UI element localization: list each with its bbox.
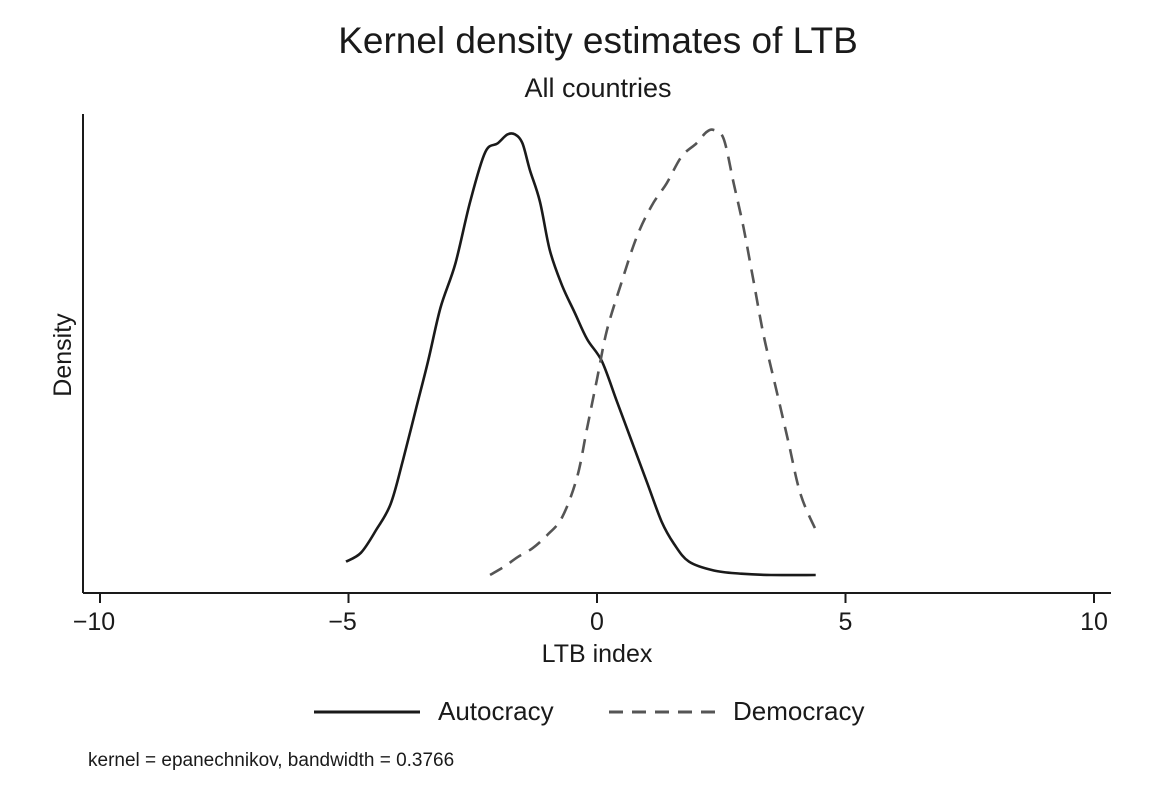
- density-line-autocracy: [345, 132, 816, 577]
- x-axis-title: LTB index: [542, 640, 653, 668]
- solid-line-icon: [314, 710, 420, 713]
- x-tick-label: 5: [839, 608, 853, 636]
- kernel-note: kernel = epanechnikov, bandwidth = 0.376…: [88, 750, 455, 771]
- density-line-democracy: [489, 128, 820, 577]
- x-axis-ticks: [99, 593, 1095, 603]
- x-tick-label: 10: [1080, 608, 1108, 636]
- x-axis-tick-labels: −10 −5 0 5 10: [73, 608, 1108, 636]
- dashed-line-icon: [609, 710, 715, 713]
- series-group: [345, 128, 820, 577]
- x-tick-label: −10: [73, 608, 115, 636]
- y-axis-title: Density: [49, 313, 77, 397]
- legend-item-autocracy: Autocracy: [314, 696, 554, 727]
- legend: Autocracy Democracy: [0, 696, 1169, 732]
- x-tick-label: 0: [590, 608, 604, 636]
- legend-label-democracy: Democracy: [733, 696, 865, 726]
- legend-item-democracy: Democracy: [609, 696, 864, 727]
- chart-subtitle: All countries: [524, 73, 672, 103]
- x-tick-label: −5: [328, 608, 357, 636]
- chart-title: Kernel density estimates of LTB: [338, 20, 858, 61]
- legend-label-autocracy: Autocracy: [438, 696, 554, 726]
